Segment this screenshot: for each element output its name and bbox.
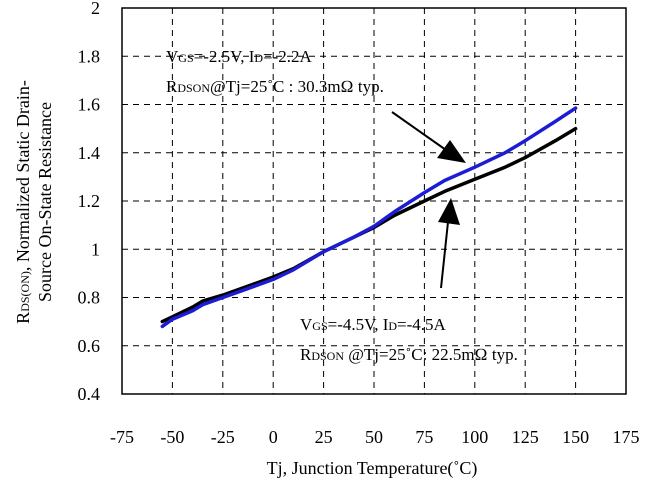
y-axis-label-line2: Source On-State Resistance [35,102,55,302]
annotation-blue-line1: VGS=-2.5V, ID=-2.2A [166,47,313,66]
annotation-blue-line2: RDSON@Tj=25˚C : 30.3mΩ typ. [166,77,384,96]
arrow-to-blue-curve [391,111,466,163]
x-tick-label: 175 [613,427,640,447]
y-tick-label: 1 [91,239,100,259]
plot-frame [121,7,627,395]
x-tick-label: 50 [365,427,383,447]
x-tick-label: -75 [110,427,134,447]
series-lines [160,106,578,329]
x-tick-label: 150 [562,427,589,447]
y-tick-label: 2 [91,0,100,18]
series-line-2 [160,106,578,329]
y-tick-label: 1.8 [78,46,101,66]
series-line-1 [160,126,578,324]
annotation-black-line1: VGS=-4.5V, ID=-4.5A [300,315,447,334]
x-tick-label: -50 [160,427,184,447]
y-axis-label-line1: RDS(ON), Normalized Static Drain- [13,80,33,324]
x-tick-label: 75 [415,427,433,447]
arrow-to-black-curve [438,198,460,289]
x-tick-label: -25 [211,427,235,447]
y-tick-label: 1.4 [78,143,101,163]
y-tick-label: 1.6 [78,95,101,115]
x-tick-labels: -75 -50 -25 0 25 50 75 100 125 150 175 [110,427,640,447]
x-tick-label: 100 [461,427,488,447]
x-tick-label: 125 [512,427,539,447]
x-tick-label: 0 [269,427,278,447]
x-axis-label: Tj, Junction Temperature(˚C) [267,458,478,479]
x-tick-label: 25 [315,427,333,447]
y-tick-label: 0.6 [78,336,101,356]
y-tick-label: 1.2 [78,191,101,211]
y-tick-labels: 0.4 0.6 0.8 1 1.2 1.4 1.6 1.8 2 [78,0,101,404]
annotation-black-line2: RDSON @Tj=25˚C: 22.5mΩ typ. [300,345,518,364]
grid [122,8,626,394]
y-tick-label: 0.8 [78,288,101,308]
y-tick-label: 0.4 [78,384,101,404]
